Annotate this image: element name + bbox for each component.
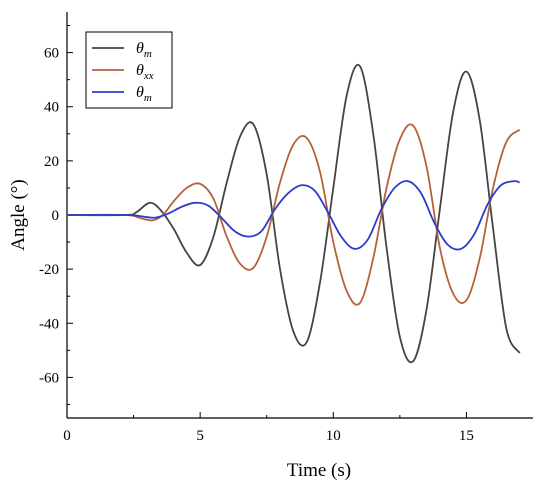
y-axis-title: Angle (°) xyxy=(8,179,29,250)
legend-label-subscript: m xyxy=(144,92,152,104)
legend-label-subscript: m xyxy=(144,48,152,60)
x-tick-label: 5 xyxy=(196,428,204,444)
y-tick-label: 20 xyxy=(44,154,59,170)
y-tick-label: 60 xyxy=(44,46,59,62)
y-tick-label: -20 xyxy=(39,262,59,278)
series-line-1 xyxy=(66,63,521,364)
legend-label-1: θm xyxy=(136,40,152,60)
legend-label-symbol: θ xyxy=(136,40,144,57)
series-line-3 xyxy=(66,180,521,251)
legend-label-3: θm xyxy=(136,84,152,104)
y-tick-label: -60 xyxy=(39,370,59,386)
legend-label-symbol: θ xyxy=(136,84,144,101)
chart-series xyxy=(66,63,521,364)
legend-label-symbol: θ xyxy=(136,62,144,79)
legend-label-2: θxx xyxy=(136,62,154,82)
legend-label-subscript: xx xyxy=(143,70,154,82)
x-tick-label: 10 xyxy=(326,428,341,444)
y-tick-label: -40 xyxy=(39,316,59,332)
y-tick-label: 0 xyxy=(52,208,60,224)
x-tick-label: 15 xyxy=(459,428,474,444)
x-tick-label: 0 xyxy=(63,428,71,444)
x-axis-title: Time (s) xyxy=(287,460,351,481)
series-line-2 xyxy=(66,123,521,306)
chart-tick-labels: 0 5 10 15 60 40 20 0 -20 -40 -60 xyxy=(39,46,474,444)
y-tick-label: 40 xyxy=(44,100,59,116)
